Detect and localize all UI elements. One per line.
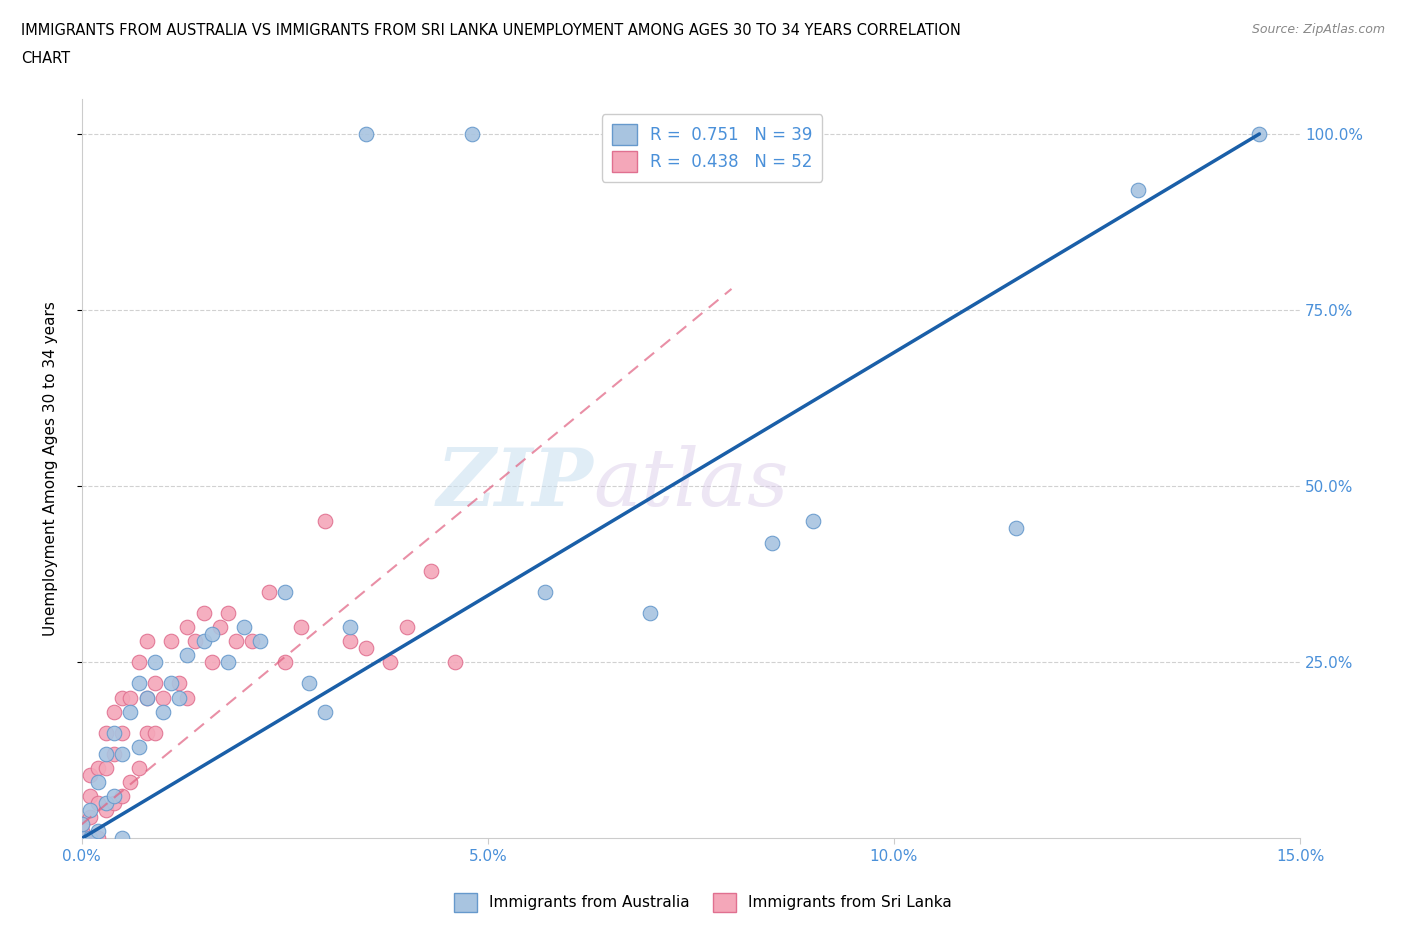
Point: [111, 725, 134, 740]
Point: [128, 761, 150, 776]
Point: [103, 789, 125, 804]
Legend: R =  0.751   N = 39, R =  0.438   N = 52: R = 0.751 N = 39, R = 0.438 N = 52: [602, 114, 823, 181]
Point: [290, 619, 312, 634]
Point: [1126, 183, 1149, 198]
Point: [79, 831, 101, 846]
Point: [70, 831, 93, 846]
Point: [444, 655, 467, 670]
Point: [533, 584, 555, 599]
Point: [79, 831, 101, 846]
Point: [176, 648, 198, 663]
Point: [135, 690, 157, 705]
Point: [339, 633, 361, 648]
Point: [94, 796, 117, 811]
Point: [167, 690, 190, 705]
Point: [135, 633, 157, 648]
Point: [217, 655, 239, 670]
Text: atlas: atlas: [593, 445, 789, 522]
Point: [354, 126, 377, 141]
Point: [94, 761, 117, 776]
Point: [128, 655, 150, 670]
Point: [87, 824, 110, 839]
Point: [152, 690, 174, 705]
Point: [135, 690, 157, 705]
Point: [143, 676, 166, 691]
Legend: Immigrants from Australia, Immigrants from Sri Lanka: Immigrants from Australia, Immigrants fr…: [449, 887, 957, 918]
Point: [395, 619, 418, 634]
Point: [761, 535, 783, 550]
Point: [128, 676, 150, 691]
Point: [70, 831, 93, 846]
Point: [143, 725, 166, 740]
Point: [94, 747, 117, 762]
Point: [87, 775, 110, 790]
Point: [79, 767, 101, 782]
Point: [201, 655, 224, 670]
Point: [225, 633, 247, 648]
Point: [120, 704, 142, 719]
Point: [70, 831, 93, 846]
Point: [103, 747, 125, 762]
Point: [120, 775, 142, 790]
Point: [94, 803, 117, 817]
Point: [94, 725, 117, 740]
Point: [1004, 521, 1026, 536]
Y-axis label: Unemployment Among Ages 30 to 34 years: Unemployment Among Ages 30 to 34 years: [44, 301, 58, 636]
Point: [87, 831, 110, 846]
Point: [208, 619, 231, 634]
Point: [354, 641, 377, 656]
Point: [70, 817, 93, 831]
Point: [160, 633, 183, 648]
Point: [314, 704, 336, 719]
Point: [103, 725, 125, 740]
Point: [135, 725, 157, 740]
Point: [160, 676, 183, 691]
Point: [339, 619, 361, 634]
Point: [217, 605, 239, 620]
Point: [274, 655, 297, 670]
Text: ZIP: ZIP: [436, 445, 593, 522]
Point: [87, 796, 110, 811]
Text: CHART: CHART: [21, 51, 70, 66]
Point: [143, 655, 166, 670]
Point: [128, 739, 150, 754]
Point: [152, 704, 174, 719]
Point: [420, 564, 443, 578]
Point: [176, 619, 198, 634]
Point: [103, 796, 125, 811]
Point: [79, 803, 101, 817]
Point: [298, 676, 321, 691]
Text: Source: ZipAtlas.com: Source: ZipAtlas.com: [1251, 23, 1385, 36]
Point: [79, 789, 101, 804]
Point: [638, 605, 661, 620]
Point: [233, 619, 256, 634]
Point: [176, 690, 198, 705]
Point: [460, 126, 482, 141]
Point: [801, 514, 824, 529]
Point: [120, 690, 142, 705]
Point: [193, 633, 215, 648]
Point: [111, 747, 134, 762]
Point: [70, 817, 93, 831]
Point: [184, 633, 207, 648]
Point: [1249, 126, 1271, 141]
Point: [314, 514, 336, 529]
Point: [240, 633, 263, 648]
Point: [103, 704, 125, 719]
Point: [111, 690, 134, 705]
Point: [380, 655, 402, 670]
Point: [193, 605, 215, 620]
Text: IMMIGRANTS FROM AUSTRALIA VS IMMIGRANTS FROM SRI LANKA UNEMPLOYMENT AMONG AGES 3: IMMIGRANTS FROM AUSTRALIA VS IMMIGRANTS …: [21, 23, 960, 38]
Point: [201, 627, 224, 642]
Point: [70, 824, 93, 839]
Point: [111, 789, 134, 804]
Point: [257, 584, 280, 599]
Point: [167, 676, 190, 691]
Point: [249, 633, 271, 648]
Point: [87, 761, 110, 776]
Point: [111, 831, 134, 846]
Point: [79, 810, 101, 825]
Point: [70, 831, 93, 846]
Point: [274, 584, 297, 599]
